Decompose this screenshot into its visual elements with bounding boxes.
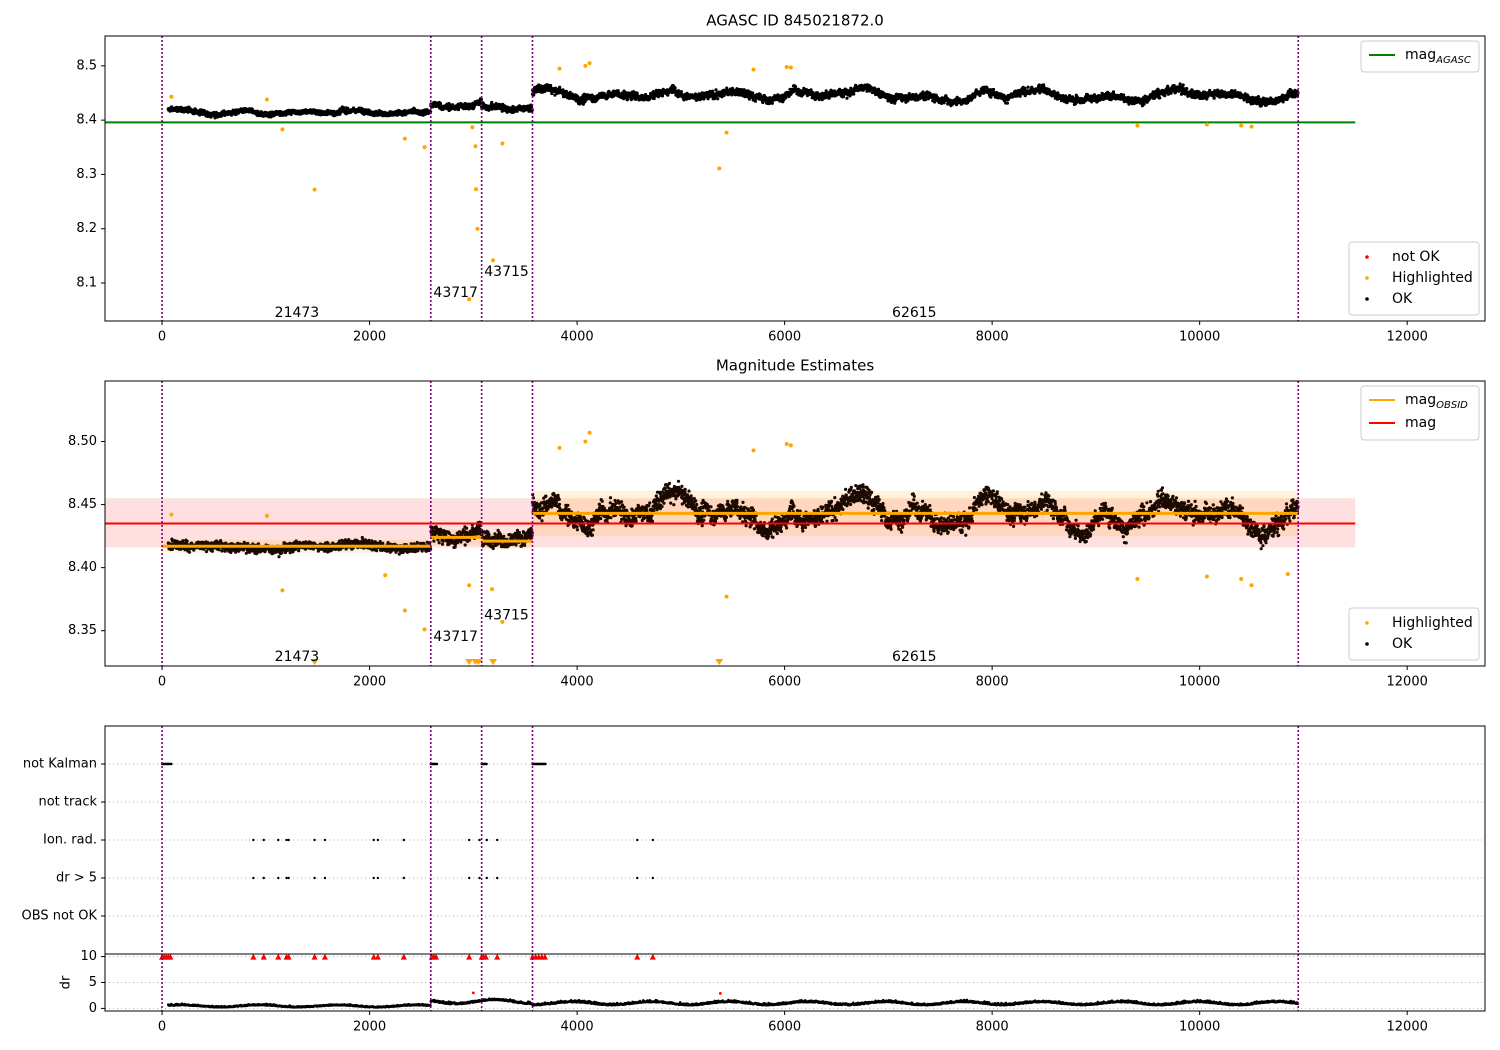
x-tick-label: 4000	[561, 330, 594, 345]
ok-point	[1256, 95, 1260, 99]
highlighted-point	[500, 141, 505, 146]
highlighted-point	[422, 145, 427, 150]
y-tick-label: 8.2	[76, 221, 97, 236]
ok-point	[204, 550, 209, 554]
highlighted-point	[784, 64, 789, 69]
agasc-magnitude-panel: AGASC ID 845021872.0 21473 43717 43715 62615…	[76, 12, 1486, 345]
ok-point	[673, 86, 677, 90]
highlighted-point	[1239, 123, 1244, 128]
highlighted-point	[587, 61, 592, 66]
ok-point	[1212, 96, 1216, 100]
ok-point	[1122, 93, 1126, 97]
highlighted-point	[491, 258, 496, 263]
legend-point-label: not OK	[1392, 249, 1440, 265]
ok-point	[845, 96, 849, 100]
highlighted-point	[169, 94, 174, 99]
plot-frame-0	[104, 35, 1486, 322]
ok-point	[991, 87, 996, 92]
ok-point	[515, 109, 519, 113]
ok-point	[222, 109, 226, 113]
ok-point	[1158, 96, 1162, 100]
highlighted-point	[583, 63, 588, 68]
obsid-label: 43717	[433, 285, 478, 301]
obsid-label: 43715	[484, 264, 529, 280]
highlighted-point	[751, 67, 756, 72]
highlighted-point	[280, 127, 285, 132]
highlighted-point	[475, 226, 480, 231]
ok-point	[1005, 101, 1010, 105]
ok-point	[660, 94, 665, 98]
legend-point-label: Highlighted	[1392, 270, 1473, 286]
panel-title: Magnitude Estimates	[716, 357, 874, 375]
ok-point	[714, 88, 718, 92]
x-tick-label: 10000	[1179, 330, 1220, 345]
ok-point	[751, 91, 755, 95]
y-tick-label: 8.4	[76, 113, 97, 128]
highlighted-point	[473, 144, 478, 149]
ok-point	[187, 550, 192, 554]
highlighted-point	[1249, 124, 1254, 129]
ok-point	[1026, 85, 1030, 89]
highlighted-point	[470, 125, 475, 130]
legend-point-swatch	[1365, 255, 1369, 259]
ok-point	[924, 98, 928, 102]
ok-point	[1181, 83, 1185, 87]
highlighted-point	[473, 187, 478, 192]
x-tick-label: 0	[158, 330, 166, 345]
obsid-label: 21473	[275, 305, 320, 321]
highlighted-point	[557, 66, 562, 71]
ok-point	[550, 91, 554, 96]
magnitude-estimates-panel: Magnitude Estimates214734371743715626158…	[68, 357, 1486, 690]
ok-point	[784, 96, 788, 100]
y-tick-label: 8.1	[76, 276, 97, 291]
highlighted-point	[312, 187, 317, 192]
ok-point	[1037, 83, 1041, 87]
panel-title: AGASC ID 845021872.0	[706, 12, 884, 30]
highlighted-point	[788, 65, 793, 70]
ok-point	[793, 85, 798, 89]
highlighted-point	[1204, 122, 1209, 127]
highlighted-point	[264, 97, 269, 102]
y-tick-label: 8.5	[76, 58, 97, 73]
ok-point	[753, 99, 758, 103]
ok-point	[1178, 82, 1182, 86]
ok-point	[456, 108, 461, 112]
highlighted-point	[717, 166, 722, 171]
highlighted-point	[1135, 123, 1140, 128]
ok-point	[185, 539, 189, 543]
ok-point	[679, 90, 684, 94]
highlighted-point	[402, 136, 407, 141]
obsid-label: 62615	[892, 305, 937, 321]
x-tick-label: 6000	[768, 330, 801, 345]
y-tick-label: 8.3	[76, 167, 97, 182]
ok-point	[770, 101, 774, 105]
ok-point	[1185, 87, 1189, 91]
ok-point	[852, 92, 856, 96]
highlighted-point	[724, 130, 729, 135]
ok-point	[849, 86, 853, 90]
x-tick-label: 12000	[1387, 330, 1428, 345]
ok-point	[490, 100, 494, 104]
ok-point	[716, 97, 720, 101]
legend-point-label: OK	[1392, 291, 1413, 307]
x-tick-label: 8000	[976, 330, 1009, 345]
legend-point-swatch	[1365, 276, 1369, 280]
legend-point-swatch	[1365, 297, 1369, 301]
x-tick-label: 2000	[353, 330, 386, 345]
ok-point	[1142, 102, 1146, 106]
